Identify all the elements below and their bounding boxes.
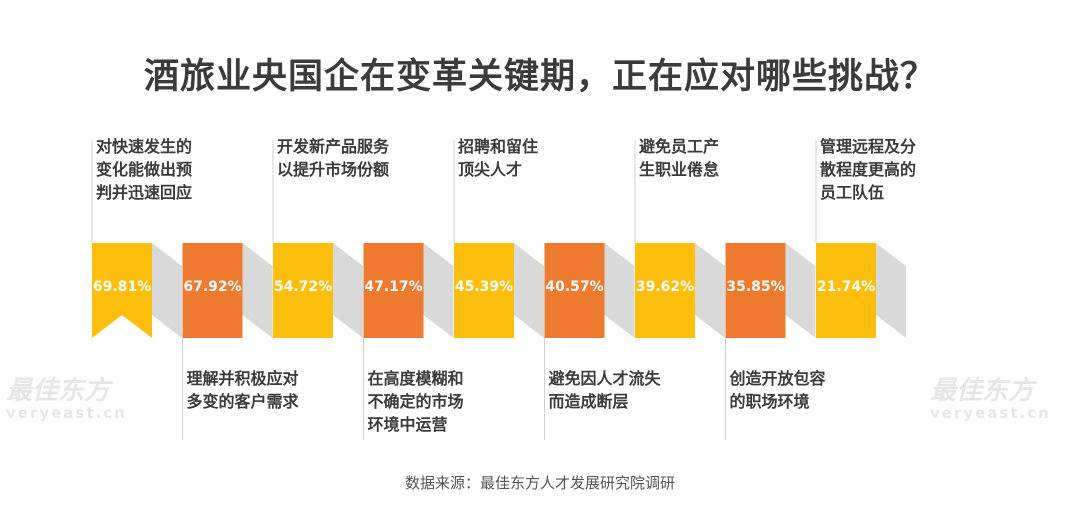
category-label-line: 开发新产品服务: [277, 137, 390, 156]
connector-shadow: [333, 243, 363, 338]
category-label-line: 招聘和留住: [458, 137, 539, 156]
category-label-line: 顶尖人才: [458, 160, 523, 179]
category-label: 对快速发生的 变化能做出预 判并迅速回应: [96, 135, 226, 204]
bar-box: [635, 243, 695, 338]
value-label: 69.81%: [93, 279, 151, 295]
value-label: 21.74%: [817, 279, 875, 295]
source-note: 数据来源：最佳东方人才发展研究院调研: [404, 474, 675, 492]
category-label-line: 多变的客户需求: [186, 392, 299, 411]
bar-box: [92, 243, 152, 338]
watermark: veryeast.cn: [930, 404, 1051, 422]
category-label-line: 理解并积极应对: [186, 369, 299, 388]
category-label-line: 的职场环境: [729, 392, 810, 411]
category-label: 开发新产品服务 以提升市场份额: [277, 135, 407, 181]
category-label-line: 避免员工产: [639, 137, 720, 156]
bar-box: [816, 243, 876, 338]
category-label: 避免因人才流失 而造成断层: [549, 367, 679, 413]
connector-shadow: [423, 243, 454, 338]
connector-shadow: [242, 243, 273, 338]
category-label: 理解并积极应对 多变的客户需求: [187, 367, 317, 413]
connector-shadow: [695, 243, 725, 338]
category-label: 避免员工产生职业倦怠: [639, 135, 769, 181]
connector-shadow: [152, 243, 182, 338]
bar-box: [182, 243, 243, 338]
category-label-line: 创造开放包容: [729, 369, 826, 388]
value-label: 54.72%: [274, 279, 332, 295]
category-label-line: 判并迅速回应: [96, 183, 193, 202]
bar-box: [544, 243, 605, 338]
category-label: 创造开放包容 的职场环境: [730, 367, 860, 413]
category-label-line: 环境中运营: [367, 415, 448, 434]
watermark: veryeast.cn: [6, 404, 127, 422]
connector-shadow: [785, 243, 816, 338]
category-label-line: 员工队伍: [820, 183, 885, 202]
category-label: 管理远程及分 散程度更高的 员工队伍: [820, 135, 950, 204]
category-label-line: 管理远程及分: [820, 137, 917, 156]
category-label-line: 散程度更高的: [820, 160, 917, 179]
category-label-line: 而造成断层: [548, 392, 629, 411]
category-label-line: 变化能做出预: [96, 160, 193, 179]
value-label: 45.39%: [455, 279, 513, 295]
category-label-line: 避免因人才流失: [548, 369, 661, 388]
watermark: 最佳东方: [930, 376, 1035, 406]
value-label: 35.85%: [726, 279, 784, 295]
value-label: 40.57%: [545, 279, 603, 295]
category-label: 在高度模糊和 不确定的市场 环境中运营: [368, 367, 498, 436]
category-label-line: 不确定的市场: [367, 392, 464, 411]
bar-box: [725, 243, 786, 338]
connector-shadow: [604, 243, 635, 338]
bar-box: [363, 243, 424, 338]
category-label-line: 生职业倦怠: [639, 160, 720, 179]
value-label: 39.62%: [636, 279, 694, 295]
category-label: 招聘和留住 顶尖人才: [458, 135, 588, 181]
category-label-line: 以提升市场份额: [277, 160, 390, 179]
category-label-line: 对快速发生的: [96, 137, 193, 156]
connector-shadow: [876, 243, 906, 338]
bar-box: [454, 243, 514, 338]
category-label-line: 在高度模糊和: [367, 369, 464, 388]
page-title: 酒旅业央国企在变革关键期，正在应对哪些挑战？: [143, 57, 936, 97]
connector-shadow: [514, 243, 544, 338]
value-label: 47.17%: [364, 279, 422, 295]
bar-box: [273, 243, 333, 338]
watermark: 最佳东方: [6, 376, 111, 406]
value-label: 67.92%: [183, 279, 241, 295]
